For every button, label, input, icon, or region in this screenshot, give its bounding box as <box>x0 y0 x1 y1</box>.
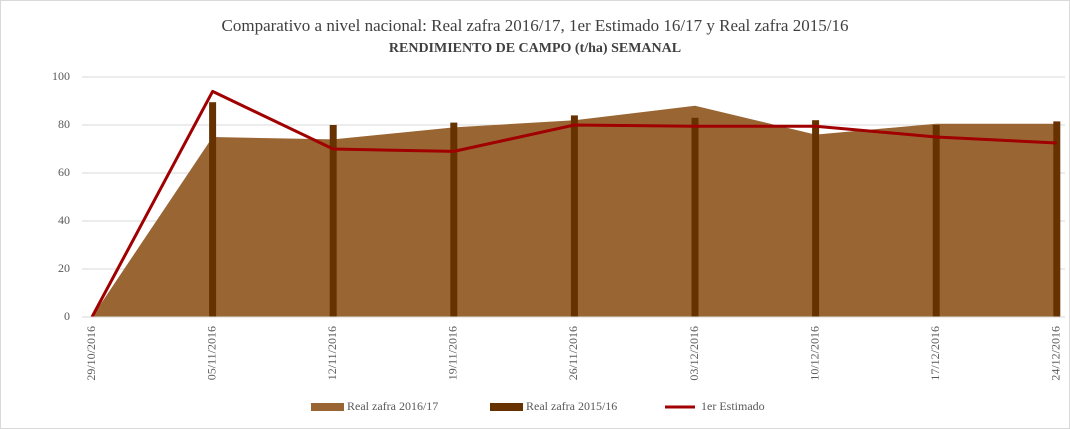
x-tick-label: 29/10/2016 <box>84 326 98 381</box>
y-tick-label: 100 <box>52 69 70 83</box>
x-tick-label: 17/12/2016 <box>928 326 942 381</box>
y-tick-label: 20 <box>58 261 70 275</box>
x-tick-label: 12/11/2016 <box>325 326 339 380</box>
chart-title: Comparativo a nivel nacional: Real zafra… <box>222 16 849 35</box>
bar <box>691 117 699 317</box>
legend-label: Real zafra 2015/16 <box>526 399 617 413</box>
y-tick-label: 80 <box>58 117 70 131</box>
legend-swatch <box>490 403 523 411</box>
bar <box>812 120 820 317</box>
chart-subtitle: RENDIMIENTO DE CAMPO (t/ha) SEMANAL <box>389 41 681 56</box>
x-tick-label: 26/11/2016 <box>566 326 580 380</box>
x-tick-label: 05/11/2016 <box>204 326 218 380</box>
line <box>90 89 1057 318</box>
x-tick-label: 10/12/2016 <box>807 326 821 381</box>
bar <box>329 125 337 317</box>
legend-label: 1er Estimado <box>701 399 765 413</box>
bar <box>450 122 458 317</box>
bar <box>570 115 578 318</box>
bar <box>1053 121 1061 318</box>
x-tick-label: 24/12/2016 <box>1049 326 1063 381</box>
y-tick-label: 40 <box>58 213 70 227</box>
bar <box>209 102 217 317</box>
bar <box>932 125 940 317</box>
y-tick-label: 0 <box>64 309 70 323</box>
x-tick-label: 19/11/2016 <box>446 326 460 380</box>
x-tick-label: 03/12/2016 <box>687 326 701 381</box>
y-tick-label: 60 <box>58 165 70 179</box>
legend-swatch <box>311 403 344 411</box>
legend-label: Real zafra 2016/17 <box>347 399 438 413</box>
